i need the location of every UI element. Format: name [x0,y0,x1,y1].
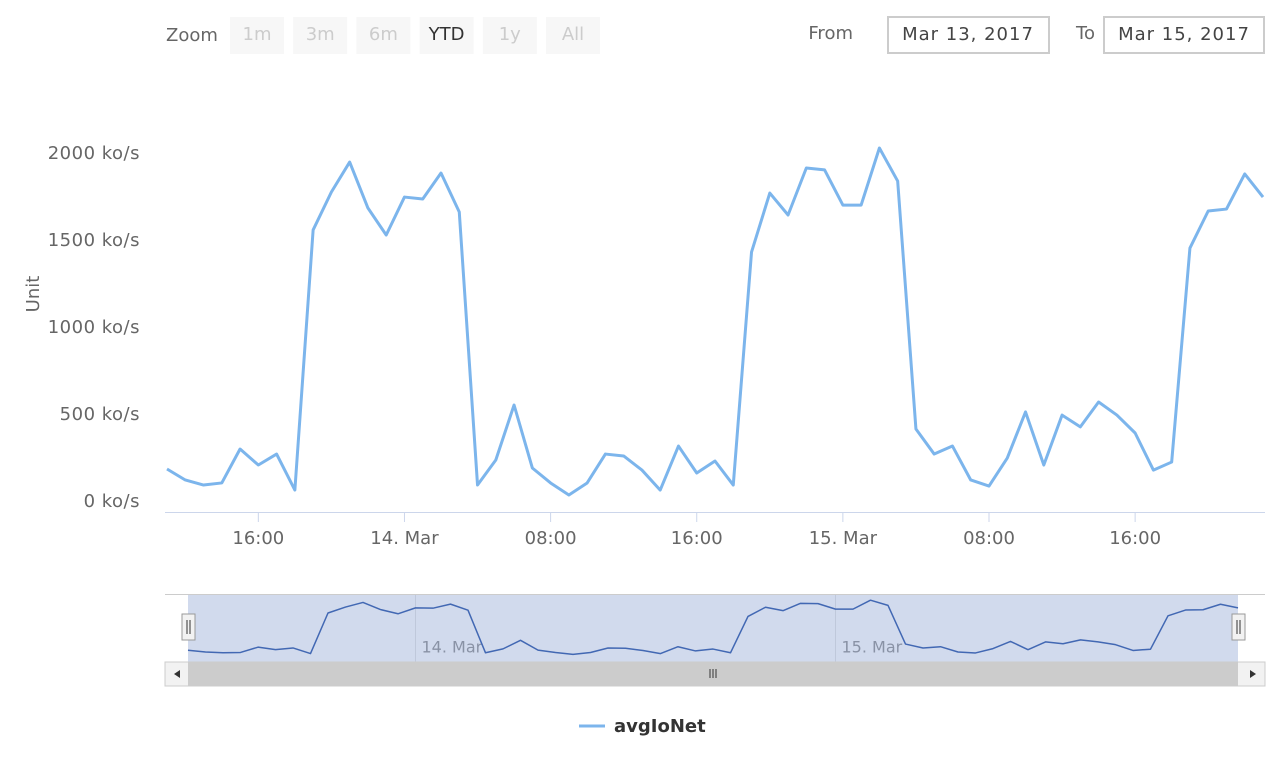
scrollbar-grip [709,669,717,678]
x-tick-label: 14. Mar [370,528,439,549]
y-axis-title: Unit [23,276,44,313]
x-tick-label: 08:00 [525,528,577,549]
navigator-mask[interactable] [188,594,1238,662]
navigator-content: 14. Mar 15. Mar [187,594,1239,662]
zoom-button-label[interactable]: All [562,24,584,45]
navigator-tick-label: 14. Mar [422,638,483,657]
zoom-button-label[interactable]: YTD [428,24,465,45]
zoom-button[interactable] [293,17,348,54]
x-tick-label: 16:00 [671,528,723,549]
handle-grip [186,620,191,634]
navigator-line [187,599,1239,656]
legend-label[interactable]: avgIoNet [614,716,706,737]
navigator-handle[interactable] [1231,613,1246,641]
from-value[interactable]: Mar 13, 2017 [902,24,1034,45]
zoom-button-label[interactable]: 6m [369,24,398,45]
y-tick-label: 500 ko/s [60,404,140,425]
zoom-button-label[interactable]: 3m [306,24,335,45]
zoom-button[interactable] [419,17,474,54]
to-input[interactable] [1103,16,1265,54]
to-value[interactable]: Mar 15, 2017 [1118,24,1250,45]
zoom-buttons: 1m 3m 6m YTD 1y All [230,17,600,54]
zoom-button-label[interactable]: 1y [499,24,521,45]
scroll-right[interactable] [1250,670,1256,678]
zoom-button[interactable] [546,17,600,54]
series-line [166,146,1265,497]
navigator-handle[interactable] [181,613,196,641]
zoom-button[interactable] [482,17,537,54]
from-input[interactable] [887,16,1050,54]
x-tick-label: 16:00 [232,528,284,549]
handle-grip [1236,620,1241,634]
zoom-button[interactable] [356,17,411,54]
navigator [165,594,1265,662]
zoom-button[interactable] [230,17,284,54]
navigator-tick-label: 15. Mar [842,638,903,657]
scroll-left[interactable] [174,670,180,678]
zoom-label: Zoom [166,25,218,46]
x-tick-label: 15. Mar [809,528,878,549]
y-tick-label: 1500 ko/s [48,230,140,251]
y-tick-label: 2000 ko/s [48,143,140,164]
x-tick-label: 16:00 [1109,528,1161,549]
x-tick-label: 08:00 [963,528,1015,549]
y-tick-label: 0 ko/s [84,491,140,512]
y-tick-label: 1000 ko/s [48,317,140,338]
to-label: To [1075,23,1095,44]
from-label: From [808,23,853,44]
zoom-button-label[interactable]: 1m [243,24,272,45]
